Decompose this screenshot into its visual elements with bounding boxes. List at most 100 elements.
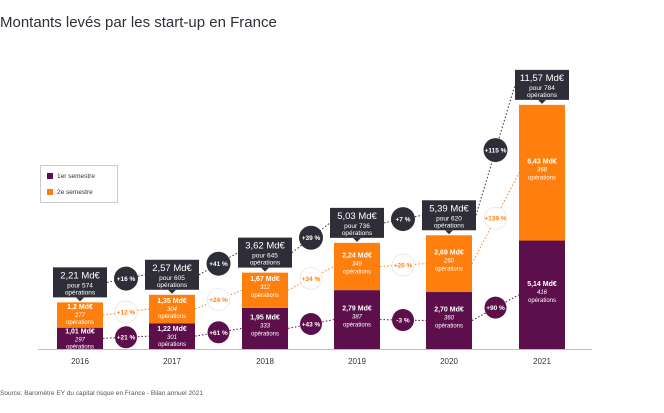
data-label-s1-ops-word-2019: opérations <box>343 323 371 329</box>
x-tick-label-2016: 2016 <box>71 357 89 366</box>
total-ops-word-2016: opérations <box>65 289 96 296</box>
total-ops-2018: pour 645 <box>252 253 278 260</box>
connector-lines <box>102 84 520 339</box>
data-label-s1-ops-word-2017: opérations <box>158 342 186 348</box>
total-label-2017: 2,57 Md€ <box>152 263 192 274</box>
data-label-s1-2016: 1,01 Md€ <box>65 328 95 335</box>
data-label-s1-2020: 2,70 Md€ <box>434 307 464 314</box>
data-label-s1-ops-2020: 360 <box>444 316 455 322</box>
data-label-s1-ops-word-2021: opérations <box>528 298 556 304</box>
data-label-s2-2021: 6,43 Md€ <box>527 159 557 166</box>
total-ops-word-2019: opérations <box>342 230 373 237</box>
total-ops-word-2020: opérations <box>434 222 465 229</box>
growth-s1-2-label: +43 % <box>302 321 321 328</box>
data-label-s1-ops-word-2020: opérations <box>435 324 463 330</box>
total-ops-word-2017: opérations <box>157 282 188 289</box>
connector-s2-4 <box>471 172 520 264</box>
bar-s1-2021 <box>519 240 565 349</box>
total-label-2021: 11,57 Md€ <box>520 73 565 84</box>
growth-s1-3-label: -3 % <box>396 318 410 325</box>
growth-s2-3-label: +20 % <box>394 263 413 270</box>
data-label-s1-ops-2019: 387 <box>352 315 363 321</box>
data-label-s2-ops-2020: 260 <box>443 259 455 265</box>
total-ops-2019: pour 736 <box>344 223 370 230</box>
data-label-s1-ops-2018: 333 <box>260 323 271 329</box>
growth-s2-0-label: +12 % <box>117 310 136 317</box>
legend-label-s2: 2e semestre <box>57 188 93 196</box>
data-label-s2-2017: 1,35 Md€ <box>157 298 187 305</box>
total-callout-2019 <box>330 207 384 238</box>
growth-s2-4-circle <box>484 207 507 230</box>
bar-s2-2017 <box>149 294 195 324</box>
data-label-s1-ops-2021: 416 <box>537 290 548 296</box>
bar-s1-2016 <box>57 327 103 349</box>
data-label-s1-2018: 1,95 Md€ <box>250 314 280 321</box>
source-note: Source: Baromètre EY du capital risque e… <box>0 390 203 397</box>
growth-total-0-circle <box>114 266 138 291</box>
legend-swatch-s2 <box>47 189 53 195</box>
total-callout-pointer-2018 <box>261 267 269 272</box>
data-label-s2-ops-word-2021: opérations <box>528 176 556 182</box>
total-label-2016: 2,21 Md€ <box>60 270 100 281</box>
growth-s2-2-circle <box>300 267 322 290</box>
growth-total-1-label: +41 % <box>209 261 228 268</box>
bar-s1-2019 <box>334 290 380 349</box>
growth-s1-3-circle <box>392 309 414 332</box>
connector-s1-3 <box>379 319 427 322</box>
connector-total-3 <box>383 214 423 224</box>
total-ops-2017: pour 605 <box>159 275 185 282</box>
total-ops-word-2021: opérations <box>527 92 558 99</box>
growth-total-1-circle <box>206 251 231 276</box>
x-tick-label-2019: 2019 <box>348 357 366 366</box>
bar-s1-2020 <box>426 292 472 349</box>
total-callout-2020 <box>422 200 476 231</box>
connector-total-4 <box>475 84 516 216</box>
total-label-2018: 3,62 Md€ <box>245 241 285 252</box>
data-label-s2-ops-2019: 349 <box>352 261 363 267</box>
growth-s1-1-label: +61 % <box>209 330 228 337</box>
legend: 1er semestre 2e semestre <box>40 165 118 203</box>
data-label-s2-2018: 1,67 Md€ <box>250 276 280 283</box>
growth-total-3-label: +7 % <box>396 217 411 224</box>
total-ops-2016: pour 574 <box>67 282 93 289</box>
bar-s2-2018 <box>242 272 288 308</box>
growth-total-3-circle <box>391 207 415 232</box>
connector-total-0 <box>106 274 146 283</box>
data-label-s2-ops-2021: 368 <box>537 168 548 174</box>
data-label-s1-2021: 5,14 Md€ <box>527 281 557 288</box>
data-label-s1-ops-2017: 301 <box>167 335 177 341</box>
growth-s2-ring-4 <box>484 206 507 230</box>
connector-s1-1 <box>194 327 243 337</box>
x-tick-label-2017: 2017 <box>163 357 181 366</box>
data-label-s2-ops-word-2018: opérations <box>251 293 279 299</box>
data-label-s1-ops-word-2018: opérations <box>251 331 279 337</box>
growth-s2-4-label: +139 % <box>484 216 506 223</box>
bar-s1-2018 <box>242 307 288 349</box>
data-label-s1-2017: 1,22 Md€ <box>157 326 187 333</box>
data-label-s2-ops-2016: 277 <box>74 313 86 319</box>
growth-s2-2-label: +34 % <box>302 276 321 283</box>
growth-s1-4-label: +90 % <box>486 305 505 312</box>
data-label-s2-2016: 1,2 Md€ <box>67 304 93 311</box>
data-label-s2-2019: 2,24 Md€ <box>342 252 372 259</box>
legend-item-s1: 1er semestre <box>47 170 117 182</box>
total-ops-word-2018: opérations <box>250 260 281 267</box>
growth-total-2-circle <box>299 225 323 250</box>
total-callout-pointer-2017 <box>168 289 176 294</box>
data-label-s1-2019: 2,79 Md€ <box>342 306 372 313</box>
connector-s1-0 <box>102 335 150 339</box>
growth-total-0-label: +16 % <box>117 276 136 283</box>
growth-total-4-label: +115 % <box>485 148 507 155</box>
growth-total-2-label: +39 % <box>302 235 321 242</box>
bar-s2-2021 <box>519 104 565 241</box>
data-label-s2-ops-2017: 304 <box>167 307 178 313</box>
total-callout-2021 <box>515 69 569 100</box>
total-label-2019: 5,03 Md€ <box>337 211 377 222</box>
data-label-s2-2020: 2,69 Md€ <box>434 250 464 257</box>
total-callout-2018 <box>238 237 292 268</box>
total-callout-pointer-2019 <box>353 237 361 242</box>
total-callout-2016 <box>53 267 107 298</box>
total-callout-pointer-2016 <box>76 297 84 302</box>
growth-s2-0-circle <box>115 301 137 324</box>
